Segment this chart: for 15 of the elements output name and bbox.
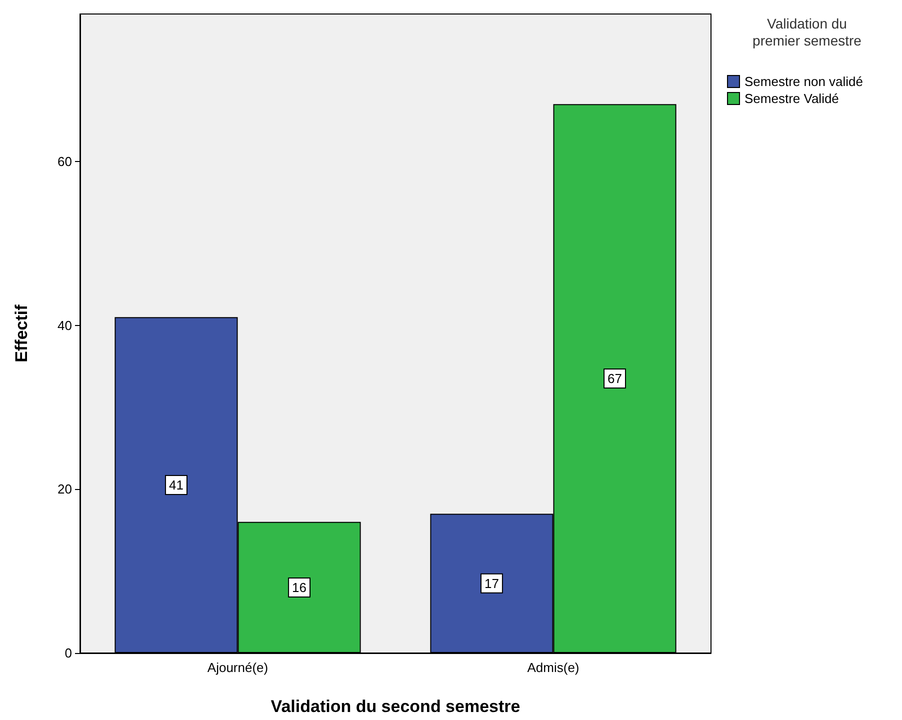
y-tick-label: 0 — [64, 646, 72, 660]
legend-label: Semestre non validé — [744, 74, 864, 89]
y-tick-label: 60 — [58, 154, 72, 169]
data-label: 67 — [608, 371, 622, 386]
legend-title: Validation du premier semestre — [752, 16, 862, 48]
data-label: 16 — [292, 580, 307, 595]
y-tick-label: 20 — [58, 482, 72, 497]
y-tick-label: 40 — [58, 318, 72, 333]
y-axis-title: Effectif — [12, 304, 31, 362]
data-label: 17 — [484, 576, 499, 591]
x-tick-label: Ajourné(e) — [207, 660, 268, 675]
legend-label: Semestre Validé — [744, 91, 839, 106]
x-axis-title: Validation du second semestre — [270, 697, 520, 716]
x-tick-label: Admis(e) — [527, 660, 580, 675]
data-label: 41 — [168, 478, 184, 493]
